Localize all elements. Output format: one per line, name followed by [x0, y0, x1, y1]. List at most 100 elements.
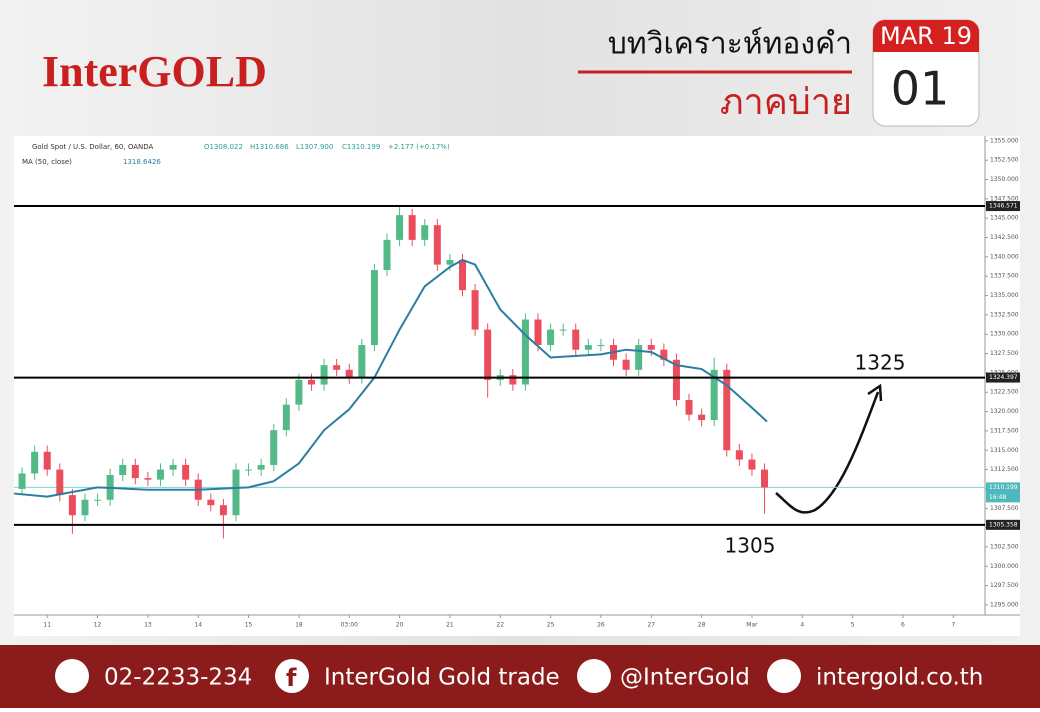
candle-body — [119, 464, 127, 476]
web-icon — [767, 659, 801, 693]
y-tick-label: 1337.500 — [990, 273, 1019, 280]
x-tick-label: 12 — [94, 622, 102, 629]
title: บทวิเคราะห์ทองคำ — [608, 27, 852, 62]
x-tick-label: 21 — [446, 622, 454, 629]
x-tick-label: 25 — [547, 622, 555, 629]
candle-body — [761, 469, 769, 488]
candle-body — [169, 464, 177, 470]
candle-body — [685, 399, 693, 415]
candle-body — [232, 469, 240, 516]
y-tick-label: 1307.500 — [990, 505, 1019, 512]
candle-body — [521, 319, 529, 385]
y-tick-label: 1340.000 — [990, 253, 1019, 260]
calendar-top — [873, 20, 979, 52]
candle-body — [333, 365, 341, 370]
candle-body — [383, 239, 391, 271]
candle-body — [144, 478, 152, 480]
x-tick-label: 20 — [396, 622, 404, 629]
candle-body — [572, 329, 580, 350]
x-tick-label: 03:00 — [341, 622, 358, 629]
phone-icon — [55, 659, 89, 693]
candle-body — [131, 464, 139, 479]
candle-body — [459, 259, 467, 291]
calendar-month: MAR 19 — [880, 22, 972, 50]
y-tick-label: 1345.000 — [990, 215, 1019, 222]
brand: InterGOLD — [42, 47, 267, 96]
candle-body — [18, 473, 26, 489]
candle-body — [660, 349, 668, 360]
level-label: 1305.358 — [989, 521, 1018, 528]
candle-body — [421, 225, 429, 240]
candle-body — [559, 329, 567, 331]
candle-body — [68, 495, 76, 516]
candle-body — [81, 499, 89, 516]
annotation: 1305 — [725, 534, 776, 558]
candle-body — [723, 369, 731, 451]
candle-body — [207, 499, 215, 506]
candle-body — [295, 379, 303, 405]
x-tick-label: 11 — [43, 622, 51, 629]
candle-body — [484, 329, 492, 380]
x-tick-label: 27 — [647, 622, 655, 629]
x-tick-label: 4 — [800, 622, 804, 629]
ohlc-info: O1308.022 — [204, 143, 243, 151]
x-tick-label: 26 — [597, 622, 605, 629]
candle-body — [307, 379, 315, 385]
candle-body — [672, 359, 680, 400]
x-tick-label: 13 — [144, 622, 152, 629]
candle-body — [647, 345, 655, 350]
ohlc-info: C1310.199 — [342, 143, 380, 151]
y-tick-label: 1315.000 — [990, 447, 1019, 454]
candle-body — [748, 459, 756, 470]
x-tick-label: Mar — [746, 622, 758, 629]
candle-body — [396, 215, 404, 240]
annotation: 1325 — [855, 351, 906, 375]
x-tick-label: 15 — [245, 622, 253, 629]
chart-panel — [14, 136, 1020, 636]
candle-body — [735, 450, 743, 460]
candle-body — [182, 464, 190, 480]
candle-body — [56, 469, 64, 496]
y-tick-label: 1330.000 — [990, 331, 1019, 338]
candle-body — [547, 329, 555, 346]
facebook: InterGold Gold trade — [324, 665, 560, 691]
y-tick-label: 1342.500 — [990, 234, 1019, 241]
x-tick-label: 18 — [295, 622, 303, 629]
y-tick-label: 1302.500 — [990, 543, 1019, 550]
candle-body — [345, 369, 353, 378]
y-tick-label: 1355.000 — [990, 137, 1019, 144]
candle-body — [509, 375, 517, 385]
x-tick-label: 6 — [901, 622, 905, 629]
level-label-box — [986, 519, 1020, 530]
facebook-icon — [275, 659, 309, 693]
level-label-box — [986, 372, 1020, 383]
x-tick-label: 22 — [496, 622, 504, 629]
subtitle: ภาคบ่าย — [720, 82, 852, 123]
ohlc-info: H1310.686 — [250, 143, 289, 151]
level-label-box — [986, 201, 1020, 212]
candle-body — [219, 505, 227, 516]
candle-body — [584, 345, 592, 350]
phone: 02-2233-234 — [104, 665, 252, 691]
y-tick-label: 1317.500 — [990, 427, 1019, 434]
y-tick-label: 1335.000 — [990, 292, 1019, 299]
candle-body — [94, 499, 102, 501]
candle-body — [698, 414, 706, 421]
level-label: 1346.571 — [989, 203, 1018, 210]
y-tick-label: 1352.500 — [990, 157, 1019, 164]
y-tick-label: 1295.000 — [990, 601, 1019, 608]
candle-body — [270, 430, 278, 465]
ohlc-info: L1307.900 — [296, 143, 333, 151]
x-tick-label: 14 — [194, 622, 202, 629]
last-price-box — [986, 482, 1020, 503]
candle-body — [471, 290, 479, 330]
y-tick-label: 1350.000 — [990, 176, 1019, 183]
candle-body — [282, 404, 290, 431]
y-tick-label: 1347.500 — [990, 195, 1019, 202]
y-tick-label: 1297.500 — [990, 582, 1019, 589]
candle-body — [710, 369, 718, 421]
candle-body — [433, 225, 441, 265]
candle-body — [534, 319, 542, 346]
indicator: MA (50, close) — [22, 158, 72, 166]
facebook-glyph: f — [286, 664, 297, 692]
